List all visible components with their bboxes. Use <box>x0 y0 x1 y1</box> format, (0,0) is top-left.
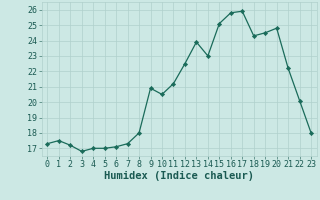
X-axis label: Humidex (Indice chaleur): Humidex (Indice chaleur) <box>104 171 254 181</box>
